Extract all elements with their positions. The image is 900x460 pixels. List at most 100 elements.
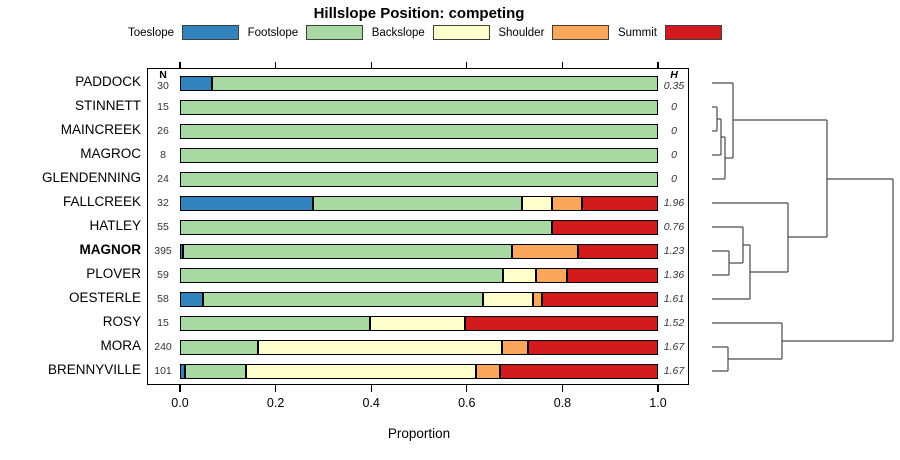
h-column-header: H <box>670 69 678 81</box>
legend-label: Shoulder <box>498 26 545 39</box>
bar-segment-shoulder <box>511 243 579 259</box>
legend-swatch <box>306 25 364 40</box>
axis-tick-bottom <box>466 385 468 392</box>
row-label: HATLEY <box>89 218 141 233</box>
axis-tick-top <box>466 61 468 68</box>
row-label: GLENDENNING <box>41 170 141 185</box>
axis-tick-top <box>561 61 563 68</box>
row-label: MAGNOR <box>79 242 142 257</box>
bar-segment-toeslope <box>180 195 314 211</box>
axis-tick-top <box>179 61 181 68</box>
bar-segment-backslope <box>522 195 553 211</box>
bar-segment-footslope <box>180 123 658 139</box>
h-value: 1.36 <box>663 269 685 281</box>
axis-tick-top <box>275 61 277 68</box>
axis-tick-label: 0.6 <box>458 396 476 410</box>
n-value: 30 <box>157 80 169 92</box>
row-label: FALLCREEK <box>62 194 141 209</box>
n-value: 59 <box>157 269 169 281</box>
axis-tick-bottom <box>370 385 372 392</box>
legend-swatch <box>552 25 610 40</box>
axis-tick-label: 0.8 <box>553 396 572 410</box>
axis-tick-label: 0.4 <box>362 396 380 410</box>
bar-segment-footslope <box>313 195 523 211</box>
plot-box <box>147 68 689 385</box>
bar-segment-summit <box>499 363 658 379</box>
h-value: 0.76 <box>663 221 685 233</box>
legend-swatch <box>182 25 240 40</box>
legend-label: Footslope <box>247 26 299 39</box>
axis-tick-label: 1.0 <box>649 396 667 410</box>
bar-segment-summit <box>541 291 658 307</box>
bar-segment-footslope <box>180 315 370 331</box>
legend-item: Toeslope <box>128 25 240 40</box>
n-value: 58 <box>157 293 169 305</box>
h-value: 0 <box>671 173 677 185</box>
row-label: ROSY <box>102 314 141 329</box>
h-value: 1.96 <box>663 197 685 209</box>
bar-segment-summit <box>567 267 658 283</box>
bar-segment-toeslope <box>180 363 185 379</box>
n-value: 8 <box>160 149 166 161</box>
bar-segment-toeslope <box>180 243 183 259</box>
h-value: 1.52 <box>663 317 685 329</box>
h-value: 0 <box>671 125 677 137</box>
bar-segment-footslope <box>180 99 658 115</box>
row-label: PADDOCK <box>75 74 141 89</box>
h-value: 0 <box>671 149 677 161</box>
bar-segment-summit <box>527 339 658 355</box>
bar-segment-backslope <box>245 363 476 379</box>
bar-segment-summit <box>551 219 658 235</box>
n-value: 240 <box>154 341 172 353</box>
bar-segment-shoulder <box>502 339 528 355</box>
h-value: 1.61 <box>663 293 685 305</box>
row-label: BRENNYVILLE <box>47 362 141 377</box>
bar-segment-shoulder <box>552 195 583 211</box>
bar-segment-footslope <box>180 147 658 163</box>
h-value: 1.67 <box>663 365 685 377</box>
axis-tick-label: 0.2 <box>266 396 285 410</box>
bar-segment-footslope <box>211 75 658 91</box>
row-label: STINNETT <box>75 98 141 113</box>
row-label: OESTERLE <box>68 290 141 305</box>
h-value: 1.67 <box>663 341 685 353</box>
bar-segment-backslope <box>482 291 533 307</box>
axis-tick-bottom <box>657 385 659 392</box>
chart-title: Hillslope Position: competing <box>313 5 525 22</box>
axis-tick-top <box>370 61 372 68</box>
n-value: 101 <box>154 365 172 377</box>
bar-segment-summit <box>582 195 658 211</box>
n-value: 26 <box>157 125 169 137</box>
bar-segment-footslope <box>180 339 258 355</box>
bar-segment-footslope <box>184 363 246 379</box>
row-label: MORA <box>100 338 142 353</box>
axis-tick-bottom <box>275 385 277 392</box>
bar-segment-backslope <box>257 339 503 355</box>
h-value: 0 <box>671 101 677 113</box>
axis-tick-label: 0.0 <box>171 396 189 410</box>
legend-label: Summit <box>617 26 657 39</box>
row-label: MAINCREEK <box>60 122 141 137</box>
bar-segment-footslope <box>180 219 552 235</box>
bar-segment-backslope <box>502 267 537 283</box>
bar-segment-summit <box>464 315 658 331</box>
h-value: 1.23 <box>663 245 685 257</box>
legend-label: Backslope <box>371 26 425 39</box>
bar-segment-summit <box>578 243 658 259</box>
bar-segment-shoulder <box>536 267 568 283</box>
legend-item: Footslope <box>248 25 364 40</box>
bar-segment-toeslope <box>180 75 212 91</box>
axis-tick-top <box>657 61 659 68</box>
n-value: 15 <box>157 317 169 329</box>
bar-segment-toeslope <box>180 291 203 307</box>
n-value: 24 <box>157 173 169 185</box>
n-value: 55 <box>157 221 169 233</box>
bar-segment-footslope <box>202 291 483 307</box>
legend-swatch <box>432 25 490 40</box>
x-axis-label: Proportion <box>387 426 451 441</box>
legend: Toeslope Footslope Backslope Shoulder Summit <box>128 24 722 41</box>
row-label: PLOVER <box>86 266 141 281</box>
bar-segment-shoulder <box>475 363 500 379</box>
